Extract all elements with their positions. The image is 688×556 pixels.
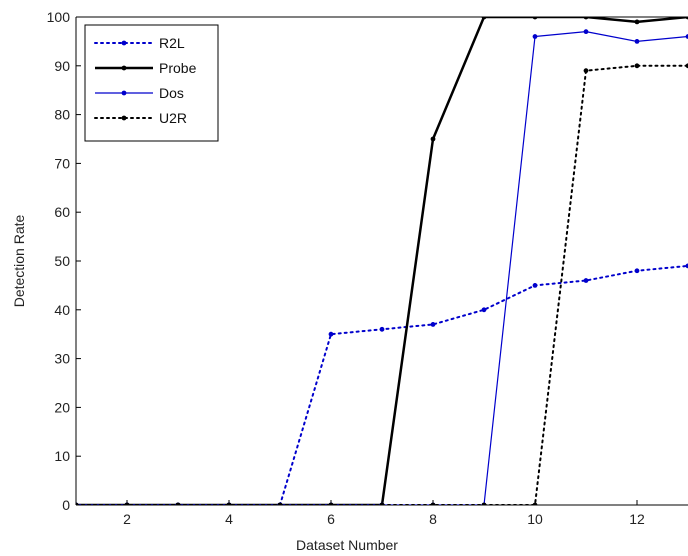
legend-entry-u2r: U2R (94, 110, 187, 126)
data-point-r2l (430, 322, 436, 327)
data-point-u2r (583, 68, 589, 74)
y-tick-label: 60 (54, 204, 70, 220)
y-tick-label: 30 (54, 351, 70, 367)
y-tick-label: 70 (54, 155, 70, 171)
data-point-u2r (532, 502, 538, 505)
legend-marker (121, 90, 127, 96)
legend-entry-dos: Dos (95, 85, 184, 101)
y-axis-title: Detection Rate (11, 214, 27, 307)
plot-area (76, 17, 688, 505)
data-point-probe (685, 17, 688, 20)
data-point-probe (634, 19, 640, 25)
legend-box (84, 24, 219, 142)
data-point-r2l (328, 331, 334, 337)
data-point-dos (685, 34, 688, 39)
data-point-u2r (277, 502, 283, 505)
data-point-r2l (583, 278, 589, 283)
data-point-u2r (175, 502, 181, 505)
y-tick-label: 90 (54, 58, 70, 74)
legend-marker (121, 65, 127, 71)
data-point-probe (481, 17, 487, 20)
legend: R2L Probe Dos U2R (84, 24, 219, 142)
x-tick-label: 6 (327, 511, 335, 527)
data-point-dos (532, 34, 538, 39)
legend-label: U2R (159, 110, 187, 126)
data-point-u2r (226, 502, 232, 505)
data-point-u2r (76, 502, 79, 505)
y-tick-label: 100 (47, 9, 71, 25)
data-point-u2r (634, 63, 640, 69)
legend-label: Dos (159, 85, 184, 101)
data-point-u2r (481, 502, 487, 505)
legend-entry-r2l: R2L (94, 35, 185, 51)
x-tick-label: 10 (527, 511, 543, 527)
legend-label: Probe (159, 60, 197, 76)
x-tick-label: 2 (123, 511, 131, 527)
data-point-dos (583, 29, 589, 35)
data-point-r2l (634, 268, 640, 274)
data-point-u2r (430, 502, 436, 505)
data-point-u2r (685, 63, 688, 69)
y-tick-label: 20 (54, 399, 70, 415)
x-axis-title: Dataset Number (296, 537, 398, 553)
data-point-r2l (532, 283, 538, 288)
x-tick-label: 12 (629, 511, 645, 527)
legend-label: R2L (159, 35, 185, 51)
y-tick-label: 50 (54, 253, 70, 269)
x-tick-label: 8 (429, 511, 437, 527)
legend-marker (121, 115, 127, 121)
data-point-dos (634, 39, 640, 44)
data-point-r2l (685, 263, 688, 269)
data-point-probe (532, 17, 538, 20)
data-point-r2l (481, 307, 487, 313)
data-point-probe (430, 136, 436, 142)
data-point-probe (583, 17, 589, 20)
legend-marker (121, 40, 127, 46)
y-tick-label: 80 (54, 107, 70, 123)
y-tick-label: 40 (54, 302, 70, 318)
data-point-u2r (379, 502, 385, 505)
data-point-u2r (328, 502, 334, 505)
y-tick-label: 10 (54, 448, 70, 464)
data-point-r2l (379, 326, 385, 332)
data-point-u2r (124, 502, 130, 505)
legend-entry-probe: Probe (95, 60, 197, 76)
series-u2r (76, 63, 688, 505)
y-tick-label: 0 (62, 497, 70, 513)
x-tick-label: 4 (225, 511, 233, 527)
